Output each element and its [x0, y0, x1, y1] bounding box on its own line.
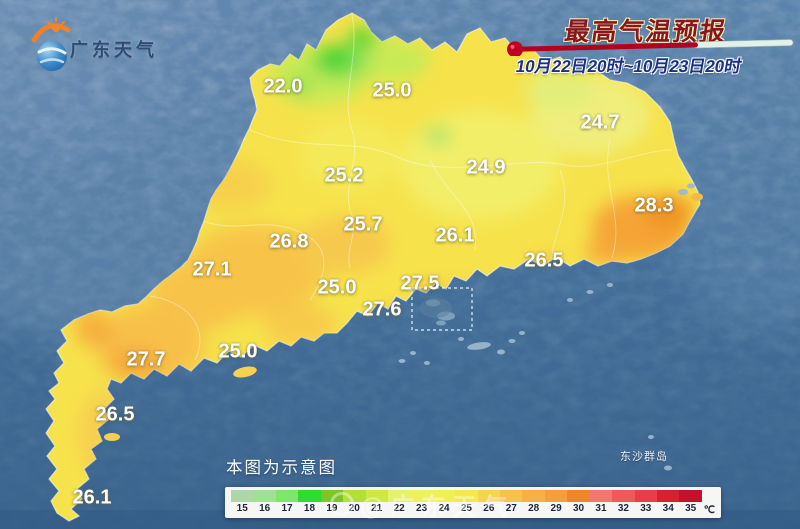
- legend-cell: 30: [567, 490, 590, 517]
- legend-tick-label: 21: [371, 503, 383, 514]
- legend-tick-label: 17: [281, 503, 293, 514]
- legend-swatch: [544, 490, 568, 502]
- legend-tick-label: 31: [595, 503, 607, 514]
- legend-swatch: [657, 490, 680, 502]
- legend-swatch: [410, 490, 433, 502]
- legend-swatch: [231, 490, 254, 502]
- legend-swatch: [522, 490, 545, 502]
- legend-swatch: [320, 490, 344, 502]
- legend-tick-label: 22: [393, 503, 405, 514]
- legend-cell: 27: [500, 490, 523, 517]
- legend-cell: 17: [275, 490, 299, 517]
- legend-unit: ℃: [703, 505, 715, 516]
- legend-swatch: [432, 490, 456, 502]
- legend-swatch: [253, 490, 276, 502]
- legend-cell: 19: [320, 490, 344, 517]
- legend-tick-label: 23: [416, 503, 428, 514]
- legend-cell: 33: [634, 490, 658, 517]
- temperature-shading: [75, 28, 694, 480]
- legend-cell: 22: [387, 490, 411, 517]
- temperature-legend: 15 16 17 18 19 20 21 22 23 24 25 26 27 28 29 30 31 32 33 34…: [225, 487, 721, 518]
- legend-tick-label: 32: [617, 503, 629, 514]
- legend-cell: 15: [231, 490, 254, 517]
- hongkong-inset-box: [411, 287, 473, 331]
- legend-cell: 18: [298, 490, 321, 517]
- legend-swatch: [275, 490, 299, 502]
- legend-swatch: [589, 490, 613, 502]
- legend-cell: 24: [432, 490, 456, 517]
- legend-tick-label: 20: [348, 503, 360, 514]
- legend-tick-label: 18: [303, 503, 316, 514]
- legend-swatch: [387, 490, 411, 502]
- city-boundaries: [149, 13, 673, 361]
- legend-cell: 20: [343, 490, 366, 517]
- legend-swatch: [343, 490, 366, 502]
- legend-cell: 35: [679, 490, 702, 517]
- legend-cell: 28: [522, 490, 545, 517]
- legend-tick-label: 30: [572, 503, 585, 514]
- legend-tick-label: 16: [259, 503, 271, 514]
- legend-cell: 16: [253, 490, 276, 517]
- legend-tick-label: 25: [460, 503, 472, 514]
- legend-tick-label: 29: [550, 503, 562, 514]
- legend-cell: 34: [657, 490, 680, 517]
- map-disclaimer: 本图为示意图: [226, 459, 337, 477]
- legend-tick-label: 24: [438, 503, 450, 514]
- islands: [104, 183, 703, 471]
- legend-cell: 31: [589, 490, 613, 517]
- logo-text: 广东天气: [70, 40, 158, 60]
- legend-swatch: [679, 490, 702, 502]
- legend-swatch: [567, 490, 590, 502]
- legend-swatch: [477, 490, 501, 502]
- legend-scale: 15 16 17 18 19 20 21 22 23 24 25 26 27 28 29 30 31 32 33 34…: [231, 490, 702, 517]
- forecast-period: 10月22日20时~10月23日20时: [514, 57, 744, 76]
- legend-tick-label: 33: [640, 503, 652, 514]
- legend-tick-label: 34: [662, 503, 674, 514]
- legend-tick-label: 28: [528, 503, 540, 514]
- legend-swatch: [298, 490, 321, 502]
- legend-tick-label: 15: [236, 503, 248, 514]
- dongsha-islands-label: 东沙群岛: [620, 451, 668, 463]
- legend-cell: 25: [455, 490, 478, 517]
- legend-tick-label: 26: [483, 503, 495, 514]
- legend-swatch: [365, 490, 388, 502]
- thermometer-graphic: [507, 39, 794, 56]
- legend-cell: 29: [544, 490, 568, 517]
- legend-tick-label: 35: [685, 503, 697, 514]
- legend-swatch: [634, 490, 658, 502]
- station-logo: 广东天气: [22, 14, 192, 78]
- weather-logo-icon: [31, 17, 71, 71]
- legend-cell: 21: [365, 490, 388, 517]
- legend-cell: 32: [612, 490, 635, 517]
- legend-tick-label: 19: [326, 503, 338, 514]
- legend-tick-label: 27: [505, 503, 517, 514]
- legend-swatch: [500, 490, 523, 502]
- legend-swatch: [455, 490, 478, 502]
- legend-cell: 23: [410, 490, 433, 517]
- legend-swatch: [612, 490, 635, 502]
- legend-cell: 26: [477, 490, 501, 517]
